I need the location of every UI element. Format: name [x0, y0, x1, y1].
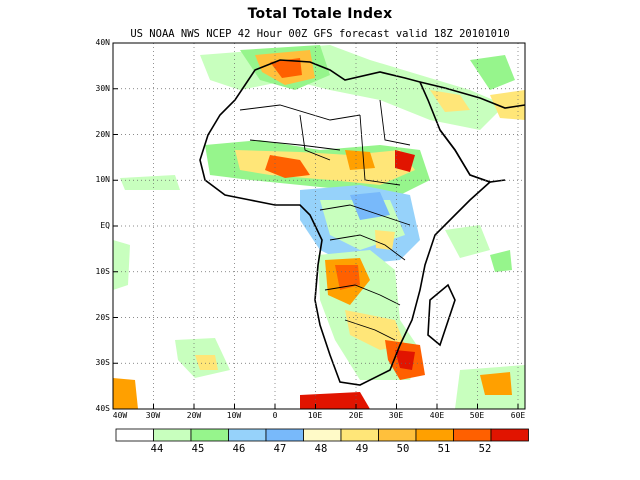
colorbar-swatch [490, 428, 529, 442]
lat-label-40n: 40N [95, 38, 110, 47]
lat-label-10s: 10S [95, 267, 110, 276]
colorbar-swatch [190, 428, 229, 442]
colorbar-swatch [303, 428, 342, 442]
colorbar-label: 46 [232, 443, 246, 455]
lon-label-40w: 40W [112, 411, 128, 420]
lon-label-50e: 50E [469, 411, 485, 420]
colorbar-label: 52 [478, 443, 492, 455]
lon-label-40e: 40E [429, 411, 445, 420]
axis-ticks [112, 42, 519, 410]
lon-label-30w: 30W [145, 411, 161, 420]
lon-label-60e: 60E [510, 411, 526, 420]
map-title: Total Totale Index [247, 6, 393, 22]
lat-label-eq: EQ [100, 221, 110, 230]
lon-label-10e: 10E [307, 411, 323, 420]
coastline [199, 59, 525, 386]
lon-label-0: 0 [272, 411, 278, 420]
colorbar-label: 44 [150, 443, 164, 455]
colorbar-label: 45 [191, 443, 205, 455]
colorbar-swatch [415, 428, 454, 442]
lat-label-40s: 40S [95, 404, 110, 413]
colorbar-label: 47 [273, 443, 287, 455]
lat-label-10n: 10N [95, 175, 110, 184]
lat-label-20n: 20N [95, 130, 110, 139]
country-borders [239, 99, 411, 341]
colorbar-label: 51 [437, 443, 451, 455]
colorbar-label: 50 [396, 443, 410, 455]
lat-lon-grid [113, 43, 525, 409]
colorbar-label: 48 [314, 443, 328, 455]
colorbar-swatch [228, 428, 267, 442]
lon-label-10w: 10W [226, 411, 242, 420]
colorbar [115, 428, 529, 442]
colorbar-swatch [378, 428, 417, 442]
lon-label-20e: 20E [348, 411, 364, 420]
colorbar-label: 49 [355, 443, 369, 455]
lon-label-20w: 20W [186, 411, 202, 420]
colorbar-swatch [340, 428, 379, 442]
map-subtitle: US NOAA NWS NCEP 42 Hour 00Z GFS forecas… [130, 28, 510, 40]
colorbar-swatch [453, 428, 492, 442]
lon-label-30e: 30E [388, 411, 404, 420]
lat-label-30s: 30S [95, 358, 110, 367]
index-field [113, 45, 525, 409]
lat-label-20s: 20S [95, 313, 110, 322]
colorbar-swatch [265, 428, 304, 442]
colorbar-swatch [153, 428, 192, 442]
colorbar-swatch [115, 428, 154, 442]
lat-label-30n: 30N [95, 84, 110, 93]
